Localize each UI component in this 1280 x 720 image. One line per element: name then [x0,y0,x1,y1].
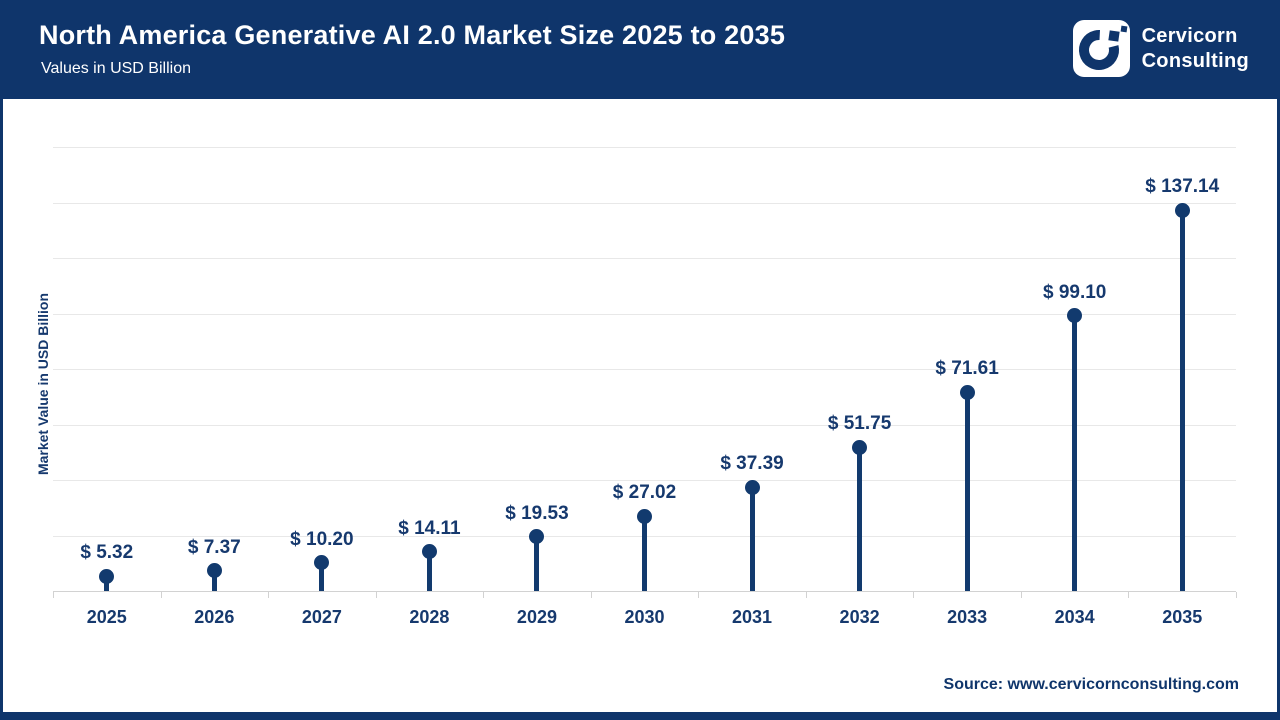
lollipop-stem [642,516,647,591]
c-mark-icon [1078,25,1127,70]
x-tick-label: 2025 [86,607,127,627]
lollipop-marker [1067,308,1083,324]
lollipop-stem [1072,315,1078,591]
lollipop-marker [99,568,115,584]
gridline [53,147,1236,148]
value-label: $ 99.10 [1042,281,1107,303]
lollipop-marker [959,384,975,400]
x-axis-tick [1020,592,1022,598]
x-axis-tick [375,592,377,598]
y-axis-label: Market Value in USD Billion [35,292,51,476]
lollipop-marker [421,544,437,560]
lollipop-stem [319,562,325,591]
x-tick-label: 2035 [1162,607,1203,627]
value-label: $ 37.39 [720,453,784,475]
lollipop-marker [529,529,545,545]
x-axis-tick [483,592,485,598]
x-tick-label: 2033 [947,607,988,627]
x-axis-tick [160,592,162,598]
x-tick-label: 2029 [516,607,557,627]
lollipop-stem [211,570,217,591]
lollipop-marker [1174,202,1190,218]
lollipop-marker [637,508,652,524]
brand-logo: Cervicorn Consulting [1072,20,1249,77]
source-note: Source: www.cervicornconsulting.com [943,676,1239,693]
lollipop-marker [744,479,760,495]
x-axis-tick [268,592,270,598]
gridline [53,202,1236,204]
x-axis-tick [805,592,807,598]
x-axis-tick [1128,592,1130,598]
lollipop-stem [534,536,540,591]
logo-text: Cervicorn Consulting [1142,24,1249,74]
x-axis-tick [698,592,700,598]
lollipop-stem [426,551,432,591]
value-label: $ 10.20 [290,528,354,550]
x-axis-tick [590,592,592,598]
page-title: North America Generative AI 2.0 Market S… [39,20,786,50]
gridline [53,258,1236,259]
value-label: $ 27.02 [612,482,677,504]
lollipop-stem [749,487,755,591]
logo-text-line1: Cervicorn [1141,24,1238,47]
x-tick-label: 2031 [732,607,773,627]
gridline [53,369,1236,370]
x-axis-tick [53,592,54,598]
gridline [53,313,1236,315]
value-label: $ 14.11 [398,517,461,539]
value-label: $ 51.75 [827,413,892,435]
x-tick-label: 2030 [624,607,665,627]
gridline [53,424,1236,426]
logo-icon [1072,20,1130,77]
value-label: $ 19.53 [505,502,569,524]
logo-text-line2: Consulting [1141,49,1249,72]
x-tick-label: 2027 [301,607,342,627]
lollipop-marker [852,439,868,455]
value-label: $ 71.61 [935,358,999,380]
gridline [53,480,1236,481]
x-axis-line [53,591,1236,592]
x-tick-label: 2028 [409,607,450,627]
x-axis-tick [1236,592,1237,598]
value-label: $ 5.32 [80,542,134,564]
x-tick-label: 2026 [194,607,235,627]
header: North America Generative AI 2.0 Market S… [3,0,1277,99]
lollipop-stem [1179,210,1185,591]
x-axis-tick [913,592,915,598]
lollipop-stem [964,392,970,591]
page-subtitle: Values in USD Billion [41,60,191,77]
lollipop-marker [314,555,330,571]
bottom-bar [3,712,1277,720]
lollipop-stem [857,447,863,591]
value-label: $ 137.14 [1145,176,1220,198]
x-tick-label: 2034 [1054,607,1095,627]
x-tick-label: 2032 [839,607,880,627]
lollipop-marker [206,563,222,579]
value-label: $ 7.37 [187,536,241,558]
